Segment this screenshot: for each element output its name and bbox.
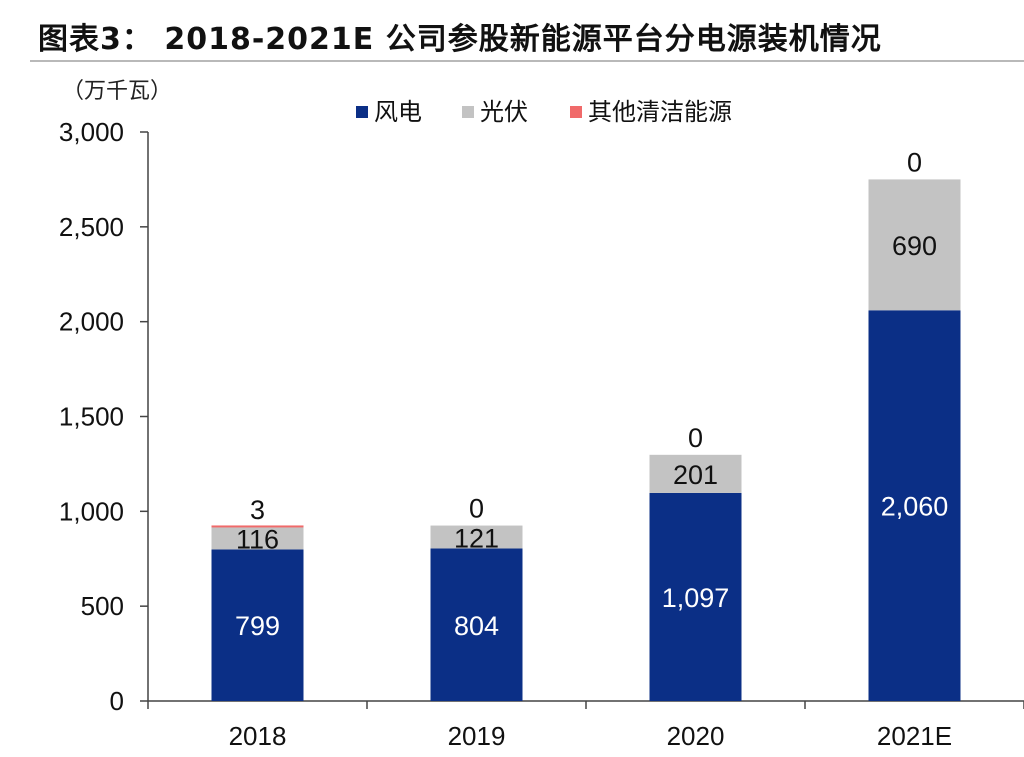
title-bar: 图表3： 2018-2021E 公司参股新能源平台分电源装机情况 [0, 0, 1024, 64]
x-axis: 2018 2019 2020 2021E [147, 700, 1024, 751]
bar-segment [649, 454, 742, 493]
data-label: 690 [892, 231, 937, 261]
data-label: 804 [454, 611, 499, 641]
unit-label: （万千瓦） [62, 79, 172, 104]
legend: 风电 光伏 其他清洁能源 [356, 98, 732, 126]
bars [211, 179, 961, 701]
bar-segment [868, 179, 961, 311]
bar-segment [430, 548, 523, 701]
y-tick-label: 1,000 [59, 496, 124, 526]
stacked-bar-chart: （万千瓦） 风电 光伏 其他清洁能源 0 500 1,000 1,500 2,000 2,50… [59, 79, 1024, 751]
y-tick-label: 500 [81, 591, 124, 621]
y-tick-label: 0 [110, 686, 124, 716]
bar-segment [430, 525, 523, 549]
data-label: 2,060 [881, 492, 949, 522]
data-label: 1,097 [662, 583, 730, 613]
data-label: 0 [907, 147, 922, 177]
x-tick-label: 2018 [229, 721, 287, 751]
y-tick-label: 1,500 [59, 402, 124, 432]
data-label: 116 [236, 524, 279, 554]
y-tick-label: 2,500 [59, 212, 124, 242]
bar-segment [211, 527, 304, 550]
data-label: 0 [688, 423, 703, 453]
legend-label: 光伏 [480, 98, 528, 126]
bar-segment [211, 549, 304, 701]
data-label: 3 [250, 495, 265, 525]
legend-label: 风电 [374, 98, 422, 126]
bar-segment [211, 525, 304, 528]
x-tick-label: 2021E [877, 721, 952, 751]
legend-swatch [356, 106, 368, 118]
legend-swatch [570, 106, 582, 118]
y-tick-label: 3,000 [59, 117, 124, 147]
legend-swatch [462, 106, 474, 118]
chart-title: 图表3： 2018-2021E 公司参股新能源平台分电源装机情况 [38, 22, 882, 57]
data-label: 799 [235, 611, 280, 641]
legend-label: 其他清洁能源 [588, 98, 732, 126]
title-divider [30, 60, 1024, 62]
data-label: 121 [454, 524, 499, 554]
bar-segment [868, 310, 961, 701]
data-label: 0 [469, 494, 484, 524]
bar-segment [649, 492, 742, 701]
y-axis: 0 500 1,000 1,500 2,000 2,500 3,000 [59, 117, 149, 716]
y-tick-label: 2,000 [59, 307, 124, 337]
x-tick-label: 2019 [448, 721, 506, 751]
x-tick-label: 2020 [667, 721, 725, 751]
data-label: 201 [673, 460, 718, 490]
